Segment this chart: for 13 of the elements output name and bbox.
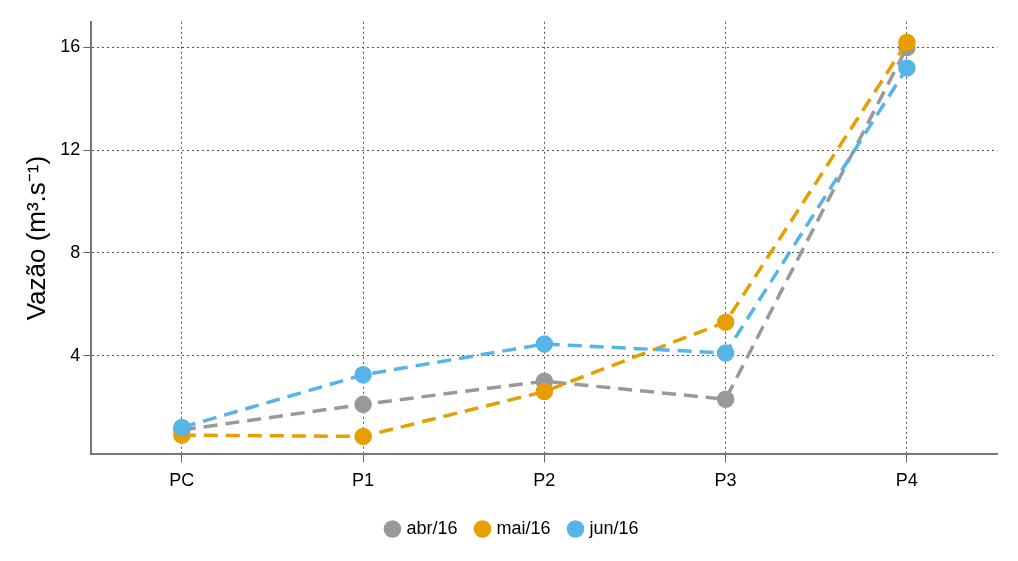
y-axis-title: Vazão (m³.s⁻¹): [20, 155, 51, 321]
legend-label: jun/16: [588, 517, 639, 538]
x-tick-label: P4: [895, 470, 918, 491]
legend-label: mai/16: [496, 517, 551, 538]
y-tick-label: 8: [70, 241, 81, 262]
x-tick-label: P2: [533, 470, 556, 491]
y-tick-label: 4: [70, 344, 81, 365]
legend-label: abr/16: [406, 517, 458, 538]
x-tick-label: P3: [714, 470, 737, 491]
y-tick-label: 16: [60, 36, 81, 57]
x-tick-label: PC: [169, 470, 195, 491]
x-tick-label: P1: [352, 470, 375, 491]
y-tick-label: 12: [60, 139, 81, 160]
